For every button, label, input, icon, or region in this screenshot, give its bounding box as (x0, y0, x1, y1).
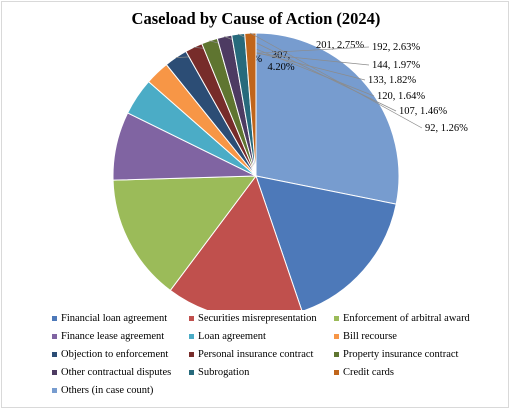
legend-item-5: Loan agreement (189, 329, 334, 344)
legend-label: Loan agreement (198, 331, 266, 342)
legend-item-13: Others (in case count) (52, 383, 189, 398)
legend-label: Enforcement of arbitral award (343, 313, 470, 324)
pie-slice-1 (255, 32, 400, 205)
leader-line-12 (238, 33, 397, 112)
legend-label: Property insurance contract (343, 349, 459, 360)
legend-item-1: Financial loan agreement (52, 311, 189, 326)
data-label-8: 192, 2.63% (372, 42, 420, 53)
legend-swatch (52, 370, 57, 375)
legend-swatch (52, 388, 57, 393)
legend-item-11: Subrogation (189, 365, 334, 380)
pie-chart: 2,058, 28.15%1,215, 16.62%1,130, 15.46%1… (112, 32, 468, 310)
leader-line-13 (250, 32, 423, 129)
data-label-6: 307, 4.20% (267, 50, 294, 73)
legend-label: Securities misrepresentation (198, 313, 317, 324)
pie-slice-2 (255, 175, 397, 310)
data-label-12: 107, 1.46% (399, 106, 447, 117)
pie-slice-3 (169, 174, 303, 310)
legend-item-4: Finance lease agreement (52, 329, 189, 344)
legend-swatch (189, 370, 194, 375)
legend-swatch (189, 334, 194, 339)
legend-label: Subrogation (198, 367, 250, 378)
legend-label: Financial loan agreement (61, 313, 168, 324)
legend-swatch (52, 316, 57, 321)
legend-label: Credit cards (343, 367, 395, 378)
legend-label: Others (in case count) (61, 385, 154, 396)
legend-swatch (334, 316, 339, 321)
legend-swatch (189, 316, 194, 321)
legend-swatch (52, 334, 57, 339)
data-label-7: 201, 2.75% (316, 40, 364, 51)
legend-item-12: Credit cards (334, 365, 484, 380)
legend-label: Objection to enforcement (61, 349, 169, 360)
legend-item-6: Bill recourse (334, 329, 484, 344)
legend-label: Personal insurance contract (198, 349, 314, 360)
data-label-11: 120, 1.64% (377, 91, 425, 102)
legend-label: Finance lease agreement (61, 331, 165, 342)
chart-title: Caseload by Cause of Action (2024) (131, 9, 381, 28)
legend-swatch (334, 370, 339, 375)
legend-item-9: Property insurance contract (334, 347, 484, 362)
legend-item-3: Enforcement of arbitral award (334, 311, 484, 326)
legend-item-2: Securities misrepresentation (189, 311, 334, 326)
data-label-10: 133, 1.82% (368, 75, 416, 86)
legend-item-7: Objection to enforcement (52, 347, 189, 362)
data-label-13: 92, 1.26% (425, 123, 468, 134)
pie-slice-4 (112, 175, 258, 292)
legend-swatch (334, 334, 339, 339)
legend-swatch (334, 352, 339, 357)
legend-label: Bill recourse (343, 331, 397, 342)
legend-item-8: Personal insurance contract (189, 347, 334, 362)
data-label-9: 144, 1.97% (372, 60, 420, 71)
legend-swatch (52, 352, 57, 357)
legend-swatch (189, 352, 194, 357)
legend: Financial loan agreement Securities misre… (52, 311, 492, 398)
legend-item-10: Other contractual disputes (52, 365, 189, 380)
legend-label: Other contractual disputes (61, 367, 172, 378)
